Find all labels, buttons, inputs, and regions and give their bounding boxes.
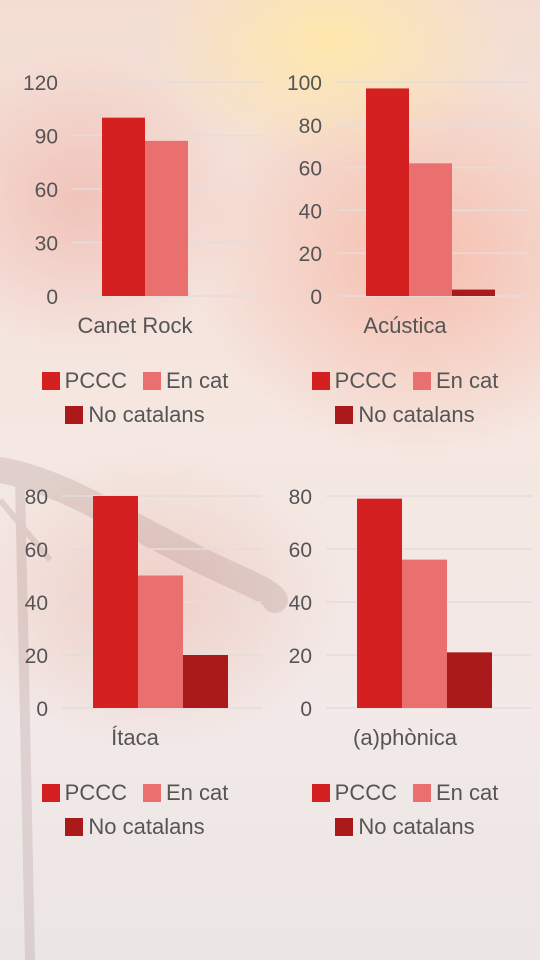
- y-tick-label: 80: [299, 115, 322, 138]
- legend-label: No catalans: [358, 402, 475, 427]
- chart-legend: PCCC En cat No catalans: [270, 776, 540, 844]
- legend-swatch: [412, 784, 431, 802]
- y-tick-label: 100: [287, 72, 322, 95]
- y-tick-label: 80: [25, 486, 48, 509]
- y-tick-label: 120: [23, 72, 58, 95]
- y-tick-label: 20: [299, 243, 322, 266]
- legend-label: No catalans: [88, 402, 205, 427]
- bar-pccc: [366, 88, 409, 296]
- y-tick-label: 60: [35, 179, 58, 202]
- bar-no-catalans: [447, 652, 492, 708]
- legend-item-en-cat: En cat: [412, 368, 499, 394]
- legend-item-en-cat: En cat: [412, 780, 499, 806]
- legend-swatch: [65, 818, 84, 836]
- legend-item-en-cat: En cat: [142, 368, 229, 394]
- y-tick-label: 80: [289, 486, 312, 509]
- chart-legend: PCCC En cat No catalans: [0, 364, 270, 432]
- y-tick-label: 20: [289, 645, 312, 668]
- chart-plot-area: 0 20 40 60 80: [289, 486, 532, 721]
- legend-swatch: [412, 372, 431, 390]
- y-tick-label: 40: [289, 592, 312, 615]
- y-tick-label: 40: [25, 592, 48, 615]
- y-tick-label: 20: [25, 645, 48, 668]
- y-tick-label: 60: [299, 158, 322, 181]
- y-tick-label: 40: [299, 200, 322, 223]
- chart-title: Acústica: [363, 313, 447, 338]
- legend-label: PCCC: [64, 780, 127, 805]
- chart-title: Canet Rock: [77, 313, 193, 338]
- chart-title: Ítaca: [111, 725, 159, 750]
- legend-item-pccc: PCCC: [311, 780, 397, 806]
- y-tick-label: 0: [310, 286, 322, 309]
- legend-item-pccc: PCCC: [311, 368, 397, 394]
- bar-en-cat: [145, 140, 188, 296]
- legend-label: En cat: [435, 780, 499, 805]
- y-tick-label: 60: [289, 539, 312, 562]
- y-tick-label: 30: [35, 233, 58, 256]
- chart-acustica: 0 20 40 60 80 100 Acústica PCCC En cat No cat…: [270, 60, 540, 500]
- legend-item-pccc: PCCC: [41, 368, 127, 394]
- bar-no-catalans: [183, 655, 228, 708]
- legend-label: En cat: [165, 780, 229, 805]
- bar-pccc: [102, 117, 145, 296]
- legend-swatch: [335, 406, 354, 424]
- chart-plot-area: 0 30 60 90 120: [23, 72, 262, 309]
- legend-label: PCCC: [334, 368, 397, 393]
- bar-en-cat: [138, 575, 183, 708]
- bar-pccc: [93, 496, 138, 708]
- legend-item-no-catalans: No catalans: [65, 402, 205, 428]
- legend-item-no-catalans: No catalans: [335, 814, 475, 840]
- legend-item-pccc: PCCC: [41, 780, 127, 806]
- legend-swatch: [41, 372, 60, 390]
- bar-pccc: [357, 498, 402, 708]
- legend-item-no-catalans: No catalans: [335, 402, 475, 428]
- legend-item-no-catalans: No catalans: [65, 814, 205, 840]
- legend-swatch: [41, 784, 60, 802]
- legend-swatch: [142, 372, 161, 390]
- legend-label: PCCC: [64, 368, 127, 393]
- chart-plot-area: 0 20 40 60 80 100: [287, 72, 528, 309]
- chart-canet-rock: 0 30 60 90 120 Canet Rock PCCC En cat No cat…: [0, 60, 270, 500]
- bar-no-catalans: [452, 289, 495, 296]
- bar-en-cat: [402, 559, 447, 708]
- y-tick-label: 0: [300, 698, 312, 721]
- chart-plot-area: 0 20 40 60 80: [25, 486, 262, 721]
- legend-label: No catalans: [358, 814, 475, 839]
- legend-label: En cat: [435, 368, 499, 393]
- bar-en-cat: [409, 163, 452, 296]
- legend-swatch: [311, 784, 330, 802]
- legend-item-en-cat: En cat: [142, 780, 229, 806]
- chart-legend: PCCC En cat No catalans: [270, 364, 540, 432]
- legend-label: En cat: [165, 368, 229, 393]
- legend-swatch: [311, 372, 330, 390]
- chart-aphonica: 0 20 40 60 80 (a)phònica PCCC En cat No cata…: [270, 472, 540, 912]
- legend-swatch: [142, 784, 161, 802]
- legend-label: No catalans: [88, 814, 205, 839]
- y-tick-label: 0: [46, 286, 58, 309]
- legend-label: PCCC: [334, 780, 397, 805]
- y-tick-label: 0: [36, 698, 48, 721]
- chart-legend: PCCC En cat No catalans: [0, 776, 270, 844]
- y-tick-label: 90: [35, 126, 58, 149]
- legend-swatch: [335, 818, 354, 836]
- y-tick-label: 60: [25, 539, 48, 562]
- chart-itaca: 0 20 40 60 80 Ítaca PCCC En cat No catalans: [0, 472, 270, 912]
- chart-title: (a)phònica: [353, 725, 457, 750]
- legend-swatch: [65, 406, 84, 424]
